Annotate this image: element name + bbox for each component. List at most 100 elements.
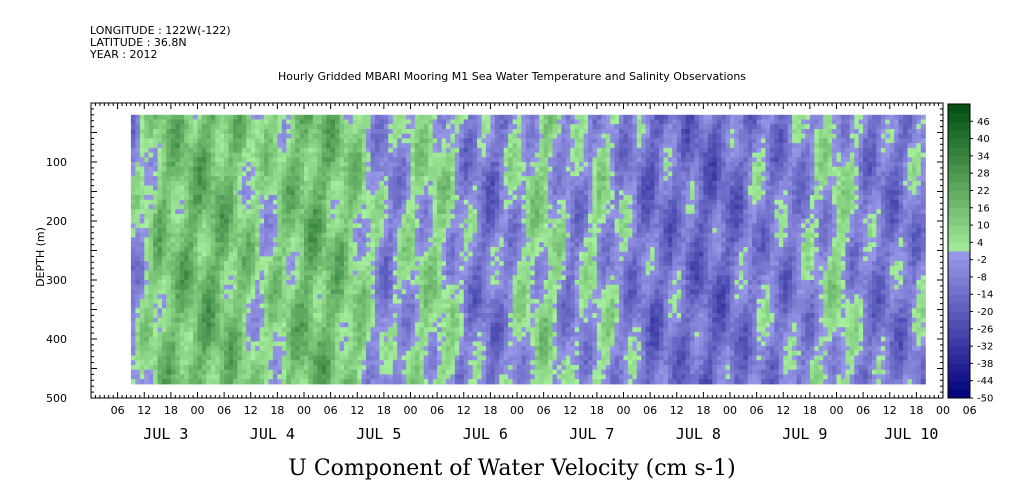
- heatmap-cell: [339, 308, 345, 314]
- heatmap-cell: [335, 294, 341, 300]
- heatmap-cell: [423, 152, 429, 158]
- heatmap-cell: [463, 379, 469, 385]
- heatmap-cell: [375, 327, 380, 333]
- heatmap-cell: [499, 232, 505, 239]
- heatmap-cell: [308, 265, 314, 272]
- heatmap-cell: [472, 369, 478, 375]
- heatmap-cell: [419, 365, 425, 371]
- heatmap-cell: [383, 166, 389, 172]
- heatmap-cell: [410, 242, 416, 248]
- heatmap-cell: [268, 327, 274, 333]
- heatmap-cell: [437, 270, 443, 276]
- heatmap-cell: [357, 129, 363, 135]
- heatmap-cell: [379, 360, 385, 366]
- heatmap-cell: [463, 327, 469, 333]
- heatmap-cell: [379, 162, 385, 168]
- heatmap-cell: [441, 350, 447, 357]
- heatmap-cell: [281, 204, 287, 210]
- heatmap-cell: [277, 251, 283, 257]
- heatmap-cell: [468, 374, 474, 380]
- heatmap-cell: [268, 228, 274, 234]
- heatmap-cell: [299, 138, 305, 144]
- heatmap-cell: [494, 209, 500, 215]
- heatmap-cell: [255, 331, 261, 338]
- heatmap-cell: [450, 256, 456, 262]
- heatmap-cell: [388, 213, 394, 220]
- heatmap-cell: [157, 162, 163, 168]
- heatmap-cell: [228, 213, 234, 220]
- heatmap-cell: [201, 365, 207, 371]
- heatmap-cell: [512, 322, 518, 328]
- heatmap-cell: [268, 162, 274, 168]
- heatmap-cell: [401, 327, 407, 333]
- heatmap-cell: [272, 124, 278, 130]
- heatmap-cell: [188, 143, 194, 149]
- heatmap-cell: [219, 237, 225, 243]
- heatmap-cell: [224, 369, 230, 375]
- heatmap-cell: [237, 365, 243, 371]
- heatmap-cell: [304, 270, 309, 276]
- heatmap-cell: [446, 379, 451, 385]
- heatmap-cell: [361, 114, 367, 121]
- heatmap-cell: [130, 346, 136, 352]
- heatmap-cell: [135, 176, 141, 182]
- heatmap-cell: [401, 346, 407, 352]
- heatmap-cell: [401, 256, 407, 262]
- heatmap-cell: [153, 379, 159, 385]
- heatmap-cell: [286, 275, 292, 281]
- heatmap-cell: [326, 242, 332, 248]
- heatmap-cell: [335, 369, 341, 375]
- heatmap-cell: [317, 133, 323, 139]
- heatmap-cell: [414, 195, 420, 201]
- heatmap-cell: [201, 251, 207, 257]
- heatmap-cell: [139, 355, 145, 361]
- heatmap-cell: [179, 313, 185, 319]
- year-label: YEAR : 2012: [89, 48, 158, 61]
- heatmap-cell: [175, 143, 181, 149]
- heatmap-cell: [219, 171, 225, 177]
- heatmap-cell: [259, 289, 265, 295]
- heatmap-cell: [450, 369, 456, 375]
- heatmap-cell: [352, 265, 358, 272]
- heatmap-cell: [268, 223, 274, 229]
- heatmap-cell: [188, 157, 194, 163]
- heatmap-cell: [414, 327, 420, 333]
- heatmap-cell: [286, 171, 292, 177]
- heatmap-cell: [148, 190, 154, 196]
- heatmap-cell: [281, 294, 287, 300]
- heatmap-cell: [197, 157, 203, 163]
- heatmap-cell: [388, 251, 394, 257]
- heatmap-cell: [335, 346, 341, 352]
- heatmap-cell: [339, 176, 345, 182]
- heatmap-cell: [264, 138, 270, 144]
- heatmap-cell: [370, 209, 376, 215]
- heatmap-cell: [379, 261, 385, 267]
- heatmap-cell: [201, 350, 207, 357]
- heatmap-cell: [304, 171, 309, 177]
- heatmap-cell: [255, 270, 261, 276]
- heatmap-cell: [224, 350, 230, 357]
- heatmap-cell: [379, 138, 385, 144]
- heatmap-cell: [219, 223, 225, 229]
- heatmap-cell: [406, 180, 412, 187]
- heatmap-cell: [357, 341, 363, 347]
- heatmap-cell: [375, 129, 380, 135]
- heatmap-cell: [184, 166, 190, 172]
- heatmap-cell: [241, 313, 247, 319]
- heatmap-cell: [246, 261, 252, 267]
- heatmap-cell: [419, 275, 425, 281]
- heatmap-cell: [419, 171, 425, 177]
- heatmap-cell: [268, 322, 274, 328]
- heatmap-cell: [517, 180, 522, 187]
- heatmap-cell: [419, 143, 425, 149]
- heatmap-cell: [308, 336, 314, 342]
- heatmap-cell: [348, 261, 354, 267]
- heatmap-cell: [410, 341, 416, 347]
- heatmap-cell: [304, 346, 309, 352]
- heatmap-cell: [441, 129, 447, 135]
- heatmap-cell: [184, 218, 190, 224]
- heatmap-cell: [485, 265, 491, 272]
- heatmap-cell: [162, 256, 167, 262]
- heatmap-cell: [459, 213, 465, 220]
- heatmap-cell: [135, 247, 141, 253]
